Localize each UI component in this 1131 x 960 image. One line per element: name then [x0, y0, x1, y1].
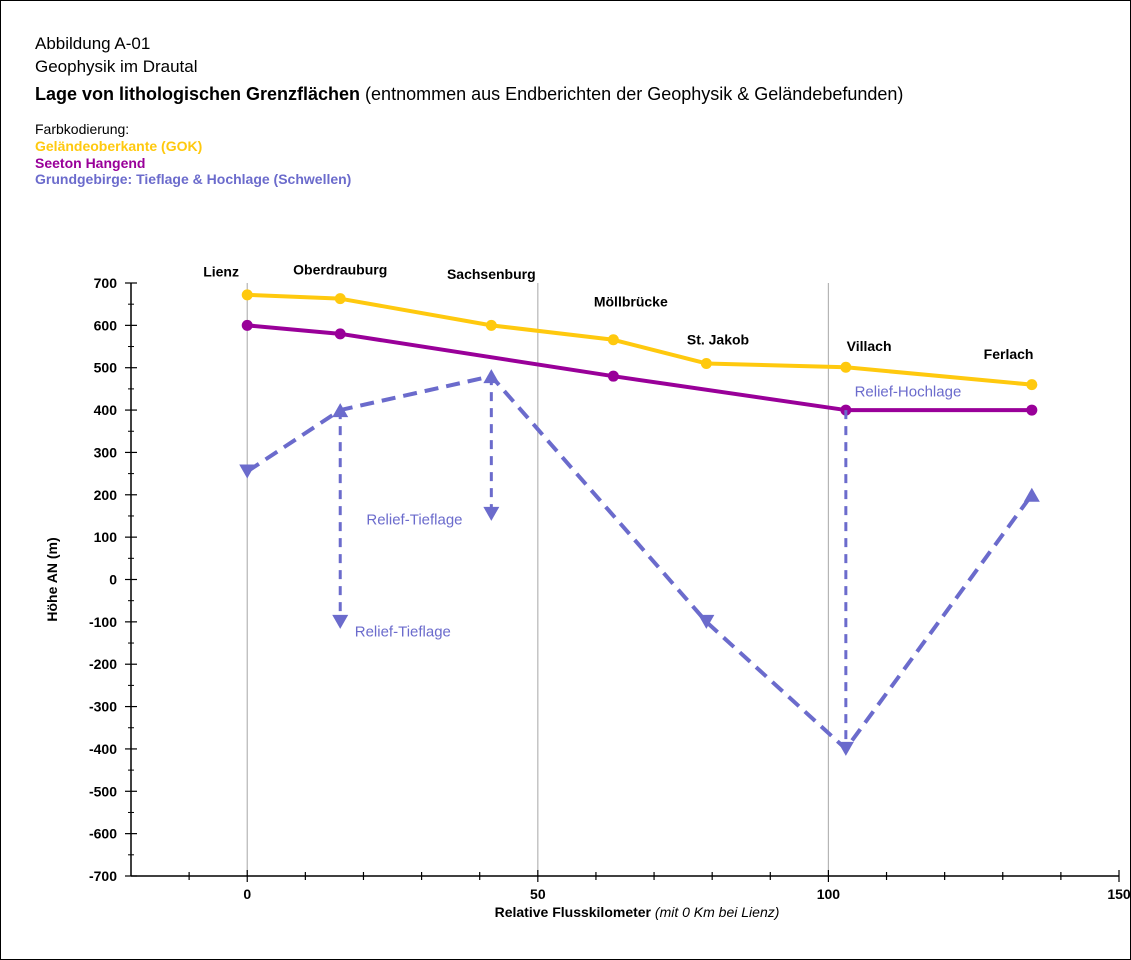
basement-arrow-down: [239, 464, 256, 479]
basement-arrow-down: [698, 614, 715, 629]
y-axis-title: Höhe AN (m): [44, 537, 60, 621]
gok-point: [241, 289, 253, 301]
y-tick-label: -400: [89, 741, 117, 757]
seeton-point: [1026, 404, 1038, 416]
y-tick-label: -500: [89, 783, 117, 799]
gok-point: [700, 357, 712, 369]
basement-arrow-up: [483, 369, 500, 384]
y-tick-label: -600: [89, 826, 117, 842]
gok-point: [485, 319, 497, 331]
place-label: St. Jakob: [687, 331, 749, 347]
relief-annotation: Relief-Tieflage: [355, 624, 451, 641]
figure-number: Abbildung A-01: [35, 34, 151, 53]
relief-annotation: Relief-Hochlage: [855, 384, 962, 401]
relief-annotation: Relief-Tieflage: [366, 511, 462, 528]
y-tick-label: 100: [94, 529, 118, 545]
y-tick-label: -300: [89, 699, 117, 715]
legend-item-seeton: Seeton Hangend: [35, 155, 146, 171]
gok-point: [840, 361, 852, 373]
place-label: Oberdrauburg: [293, 262, 387, 278]
y-tick-label: 500: [94, 360, 118, 376]
gok-point: [607, 334, 619, 346]
y-tick-label: -100: [89, 614, 117, 630]
gok-point: [1026, 379, 1038, 391]
axes: 7006005004003002001000-100-200-300-400-5…: [44, 275, 1130, 920]
x-tick-label: 0: [243, 886, 251, 902]
place-label: Villach: [847, 338, 892, 354]
y-tick-label: 300: [94, 444, 118, 460]
basement-arrow-up: [332, 403, 349, 418]
seeton-point: [241, 319, 253, 331]
y-tick-label: -200: [89, 656, 117, 672]
figure-subtitle: Geophysik im Drautal: [35, 57, 198, 76]
figure-title-bold: Lage von lithologischen Grenzflächen: [35, 84, 361, 104]
figure-title-rest: (entnommen aus Endberichten der Geophysi…: [360, 84, 904, 104]
place-label: Möllbrücke: [594, 293, 668, 309]
y-tick-label: 400: [94, 402, 118, 418]
y-tick-label: 600: [94, 317, 118, 333]
legend-item-gok: Geländeoberkante (GOK): [35, 138, 203, 154]
place-label: Sachsenburg: [447, 266, 536, 282]
y-tick-label: -700: [89, 868, 117, 884]
y-tick-label: 200: [94, 487, 118, 503]
seeton-point: [334, 328, 346, 340]
basement-arrow-down: [837, 741, 854, 756]
legend-title: Farbkodierung:: [35, 121, 130, 137]
y-tick-label: 0: [109, 572, 117, 588]
seeton-point: [607, 370, 619, 382]
x-tick-label: 100: [817, 886, 841, 902]
legend-item-grundgebirge: Grundgebirge: Tieflage & Hochlage (Schwe…: [35, 171, 352, 187]
figure-title: Lage von lithologischen Grenzflächen (en…: [35, 84, 903, 105]
x-tick-label: 50: [530, 886, 546, 902]
basement-arrow-down: [332, 614, 349, 629]
place-label: Lienz: [203, 264, 239, 280]
basement-arrow-up: [1023, 487, 1040, 502]
basement-arrow-down: [483, 506, 500, 521]
place-label: Ferlach: [984, 346, 1034, 362]
series-layer: [239, 289, 1040, 756]
gok-point: [334, 293, 346, 305]
grid-lines: [246, 283, 830, 876]
basement-line: [246, 373, 1034, 752]
x-axis-title-main: Relative Flusskilometer: [495, 904, 655, 920]
x-tick-label: 150: [1107, 886, 1130, 902]
x-axis-title-note: (mit 0 Km bei Lienz): [655, 904, 779, 920]
chart-labels: Lienz Oberdrauburg Sachsenburg Möllbrücke St…: [203, 262, 1033, 641]
y-tick-label: 700: [94, 275, 118, 291]
x-axis-title: Relative Flusskilometer (mit 0 Km bei Li…: [495, 904, 780, 920]
